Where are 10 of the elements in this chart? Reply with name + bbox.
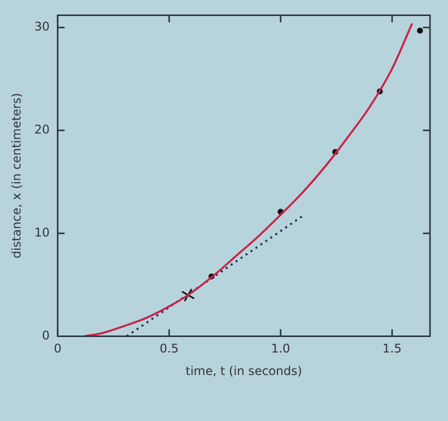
x-tick-label: 0 [54, 342, 62, 356]
y-tick-label: 10 [34, 225, 50, 240]
x-tick-label: 1.5 [382, 342, 402, 356]
y-axis-title: distance, x (in centimeters) [9, 92, 24, 258]
y-tick-label: 0 [42, 328, 50, 342]
y-tick-label: 30 [34, 20, 50, 34]
x-axis-title: time, t (in seconds) [186, 364, 302, 378]
y-tick-label: 20 [34, 122, 50, 137]
x-tick-label: 1.0 [271, 342, 290, 356]
x-tick-label: 0.5 [160, 342, 179, 356]
